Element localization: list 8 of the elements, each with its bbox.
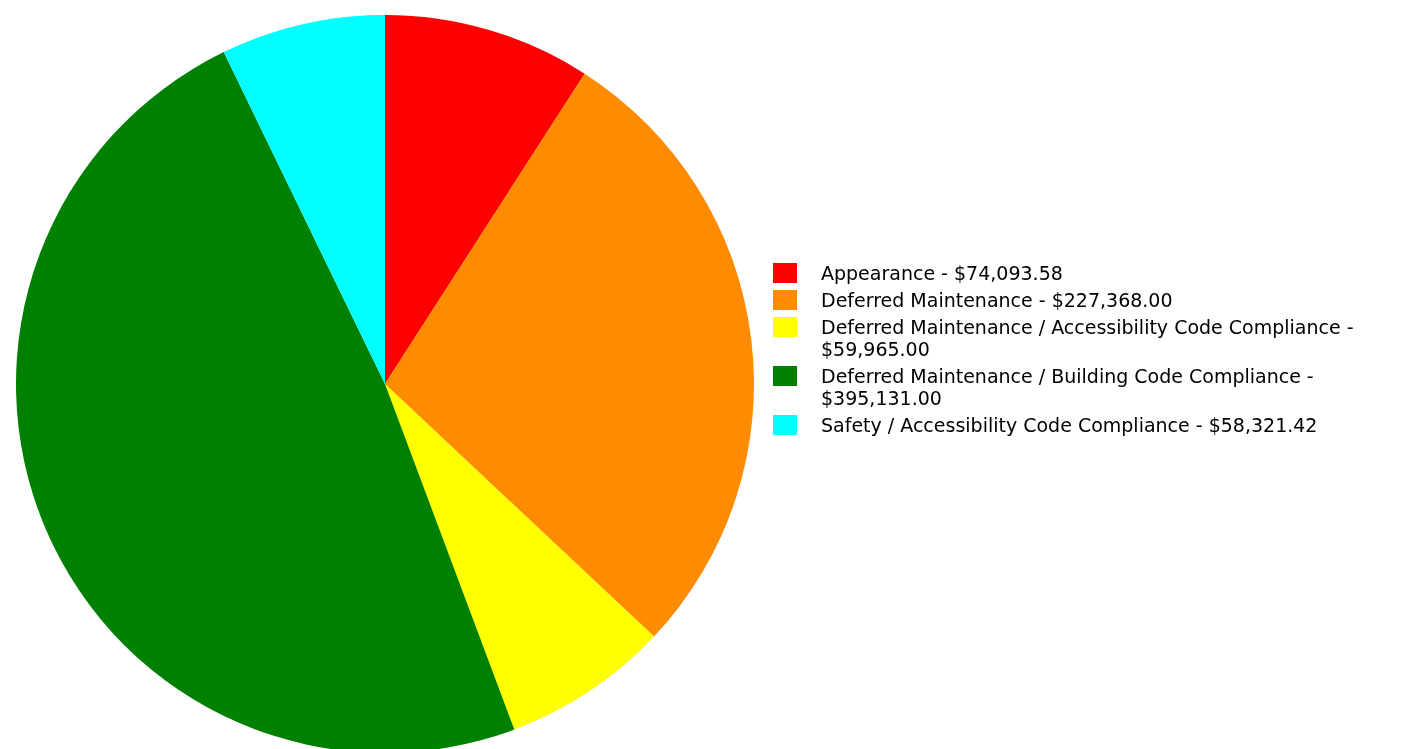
legend-label: Deferred Maintenance / Accessibility Code Compliance - $59,965.00 xyxy=(821,316,1355,360)
legend-label: Safety / Accessibility Code Compliance - $58,321.42 xyxy=(821,414,1318,436)
legend-label: Deferred Maintenance / Building Code Compliance - $395,131.00 xyxy=(821,365,1315,409)
pie-slice xyxy=(385,15,585,384)
pie-slice xyxy=(223,15,385,384)
legend-label: Appearance - $74,093.58 xyxy=(821,262,1063,284)
pie-slice xyxy=(385,73,754,637)
legend-label: Deferred Maintenance - $227,368.00 xyxy=(821,289,1173,311)
